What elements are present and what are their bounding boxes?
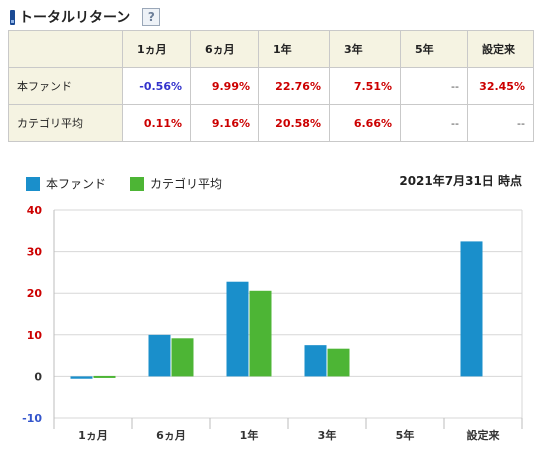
table-header-cell bbox=[8, 30, 123, 68]
table-cell: 22.76% bbox=[258, 67, 330, 105]
bar-category bbox=[93, 375, 116, 378]
legend-swatch-category bbox=[130, 176, 145, 191]
legend-item-category: カテゴリ平均 bbox=[130, 175, 222, 192]
table-header-cell: 1ヵ月 bbox=[122, 30, 191, 68]
bar-fund bbox=[148, 334, 171, 377]
table-cell: -- bbox=[400, 67, 468, 105]
y-tick-label: 10 bbox=[27, 329, 43, 342]
x-tick-label: 5年 bbox=[396, 428, 415, 442]
table-header-cell: 1年 bbox=[258, 30, 330, 68]
bar-category bbox=[249, 290, 272, 377]
legend-label-category: カテゴリ平均 bbox=[150, 177, 223, 191]
table-cell: -0.56% bbox=[122, 67, 191, 105]
x-tick-label: 6ヵ月 bbox=[156, 429, 186, 442]
row-label: カテゴリ平均 bbox=[8, 104, 123, 142]
table-header-row: 1ヵ月 6ヵ月 1年 3年 5年 設定来 bbox=[8, 30, 534, 68]
y-tick-label: -10 bbox=[22, 412, 42, 425]
table-cell: 20.58% bbox=[258, 104, 330, 142]
bar-fund bbox=[460, 241, 483, 377]
section-title: トータルリターン bbox=[19, 10, 131, 26]
y-tick-label: 40 bbox=[27, 204, 43, 217]
header-marker-icon bbox=[10, 9, 15, 25]
y-tick-label: 20 bbox=[27, 287, 43, 300]
as-of-date: 2021年7月31日 時点 bbox=[399, 174, 522, 188]
table-header-cell: 6ヵ月 bbox=[190, 30, 259, 68]
table-header-cell: 3年 bbox=[329, 30, 401, 68]
table-cell: 7.51% bbox=[329, 67, 401, 105]
table-header-cell: 5年 bbox=[400, 30, 468, 68]
table-header-cell: 設定来 bbox=[467, 30, 534, 68]
table-cell: 0.11% bbox=[122, 104, 191, 142]
x-tick-label: 1年 bbox=[240, 428, 259, 442]
legend-swatch-fund bbox=[26, 176, 40, 191]
table-cell: 9.99% bbox=[190, 67, 259, 105]
row-label: 本ファンド bbox=[8, 67, 123, 105]
bar-fund bbox=[226, 281, 249, 377]
help-icon[interactable]: ? bbox=[142, 8, 161, 26]
table-cell: -- bbox=[467, 104, 534, 142]
bar-fund bbox=[304, 345, 327, 377]
y-tick-label: 0 bbox=[34, 370, 42, 383]
bar-category bbox=[327, 348, 350, 377]
bar-category bbox=[171, 338, 194, 377]
section-header: トータルリターン ? bbox=[10, 6, 161, 28]
x-tick-label: 3年 bbox=[318, 428, 337, 442]
legend-item-fund: 本ファンド bbox=[26, 175, 106, 192]
table-cell: 6.66% bbox=[329, 104, 401, 142]
x-tick-label: 1ヵ月 bbox=[78, 429, 108, 442]
chart-legend: 本ファンド カテゴリ平均 bbox=[26, 175, 246, 192]
table-cell: -- bbox=[400, 104, 468, 142]
table-row: 本ファンド -0.56% 9.99% 22.76% 7.51% -- 32.45% bbox=[8, 67, 534, 105]
legend-label-fund: 本ファンド bbox=[46, 177, 107, 191]
bar-fund bbox=[70, 376, 93, 379]
x-tick-label: 設定来 bbox=[467, 428, 501, 442]
y-tick-label: 30 bbox=[27, 246, 43, 259]
table-row: カテゴリ平均 0.11% 9.16% 20.58% 6.66% -- -- bbox=[8, 104, 534, 142]
returns-table: 1ヵ月 6ヵ月 1年 3年 5年 設定来 本ファンド -0.56% 9.99% 22.… bbox=[8, 30, 534, 142]
table-cell: 9.16% bbox=[190, 104, 259, 142]
